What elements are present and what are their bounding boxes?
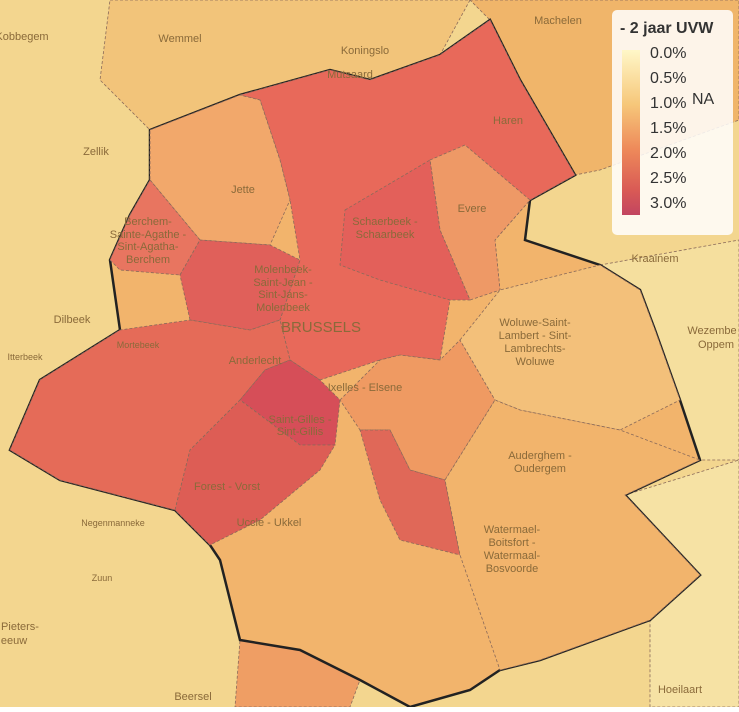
legend-tick: 0.0%	[650, 45, 686, 62]
region	[149, 94, 291, 246]
region	[239, 359, 341, 446]
place-label: Molenbeek-	[254, 264, 312, 276]
place-label: Negenmanneke	[81, 518, 145, 528]
legend-tick: 2.0%	[650, 145, 686, 162]
legend-tick: 3.0%	[650, 195, 686, 212]
place-label: Woluwe	[516, 356, 555, 368]
place-label: eeuw	[1, 635, 27, 647]
legend-tick: 2.5%	[650, 170, 686, 187]
place-label: Saint-Gilles -	[269, 414, 332, 426]
region	[109, 179, 201, 276]
place-label: Mutsaard	[327, 69, 373, 81]
place-label: Evere	[458, 203, 487, 215]
place-label: Machelen	[534, 15, 582, 27]
place-label: Schaerbeek -	[352, 216, 418, 228]
place-labels: Kobbegem Wemmel Koningslo Mutsaard Mache…	[0, 15, 737, 703]
place-label: Lambrechts-	[504, 343, 565, 355]
place-label: Haren	[493, 115, 523, 127]
place-label: Sint-Jans-	[258, 289, 308, 301]
place-label: Koningslo	[341, 45, 389, 57]
place-label: Watermaal-	[484, 550, 541, 562]
place-label: Sint-Agatha-	[117, 241, 178, 253]
legend: - 2 jaar UVW 0.0% 0.5% 1.0% 1.5% 2.0% 2.…	[612, 10, 733, 235]
legend-title: - 2 jaar UVW	[620, 20, 714, 37]
place-label: Wezembe	[687, 325, 736, 337]
place-label: Forest - Vorst	[194, 481, 260, 493]
place-label: BRUSSELS	[281, 319, 361, 336]
place-label: Oppem	[698, 339, 734, 351]
region	[339, 159, 471, 301]
legend-na: NA	[692, 91, 715, 108]
place-label: Zellik	[83, 146, 109, 158]
place-label: Oudergem	[514, 463, 566, 475]
place-label: Anderlecht	[229, 355, 282, 367]
place-label: Kraainem	[631, 253, 678, 265]
region	[359, 429, 461, 556]
place-label: Zuun	[92, 573, 113, 583]
place-label: Sint-Gillis	[277, 426, 324, 438]
region	[99, 0, 471, 131]
place-label: Molenbeek	[256, 302, 310, 314]
place-label: Saint-Jean -	[253, 277, 313, 289]
place-label: Dilbeek	[54, 314, 91, 326]
place-label: Schaarbeek	[356, 229, 415, 241]
place-label: Beersel	[174, 691, 211, 703]
place-label: Kobbegem	[0, 31, 49, 43]
region	[174, 399, 336, 546]
place-label: Itterbeek	[7, 352, 43, 362]
place-label: Mortebeek	[117, 340, 160, 350]
place-label: Hoeilaart	[658, 684, 702, 696]
place-label: Boitsfort -	[488, 537, 535, 549]
place-label: Wemmel	[158, 33, 201, 45]
legend-colorbar	[622, 50, 640, 215]
legend-tick: 1.0%	[650, 95, 686, 112]
place-label: Watermael-	[484, 524, 541, 536]
place-label: Uccle - Ukkel	[237, 517, 302, 529]
legend-tick: 0.5%	[650, 70, 686, 87]
place-label: Auderghem -	[508, 450, 572, 462]
place-label: Sainte-Agathe -	[110, 229, 187, 241]
region	[9, 319, 291, 511]
place-label: Jette	[231, 184, 255, 196]
region	[444, 399, 702, 671]
place-label: Berchem	[126, 254, 170, 266]
place-label: Ixelles - Elsene	[328, 382, 403, 394]
place-label: Lambert - Sint-	[499, 330, 572, 342]
place-label: Woluwe-Saint-	[499, 317, 571, 329]
place-label: Berchem-	[124, 216, 172, 228]
region	[459, 264, 681, 431]
region	[179, 239, 301, 331]
legend-box	[612, 10, 733, 235]
legend-tick: 1.5%	[650, 120, 686, 137]
place-label: Bosvoorde	[486, 563, 539, 575]
place-label: Pieters-	[1, 621, 39, 633]
